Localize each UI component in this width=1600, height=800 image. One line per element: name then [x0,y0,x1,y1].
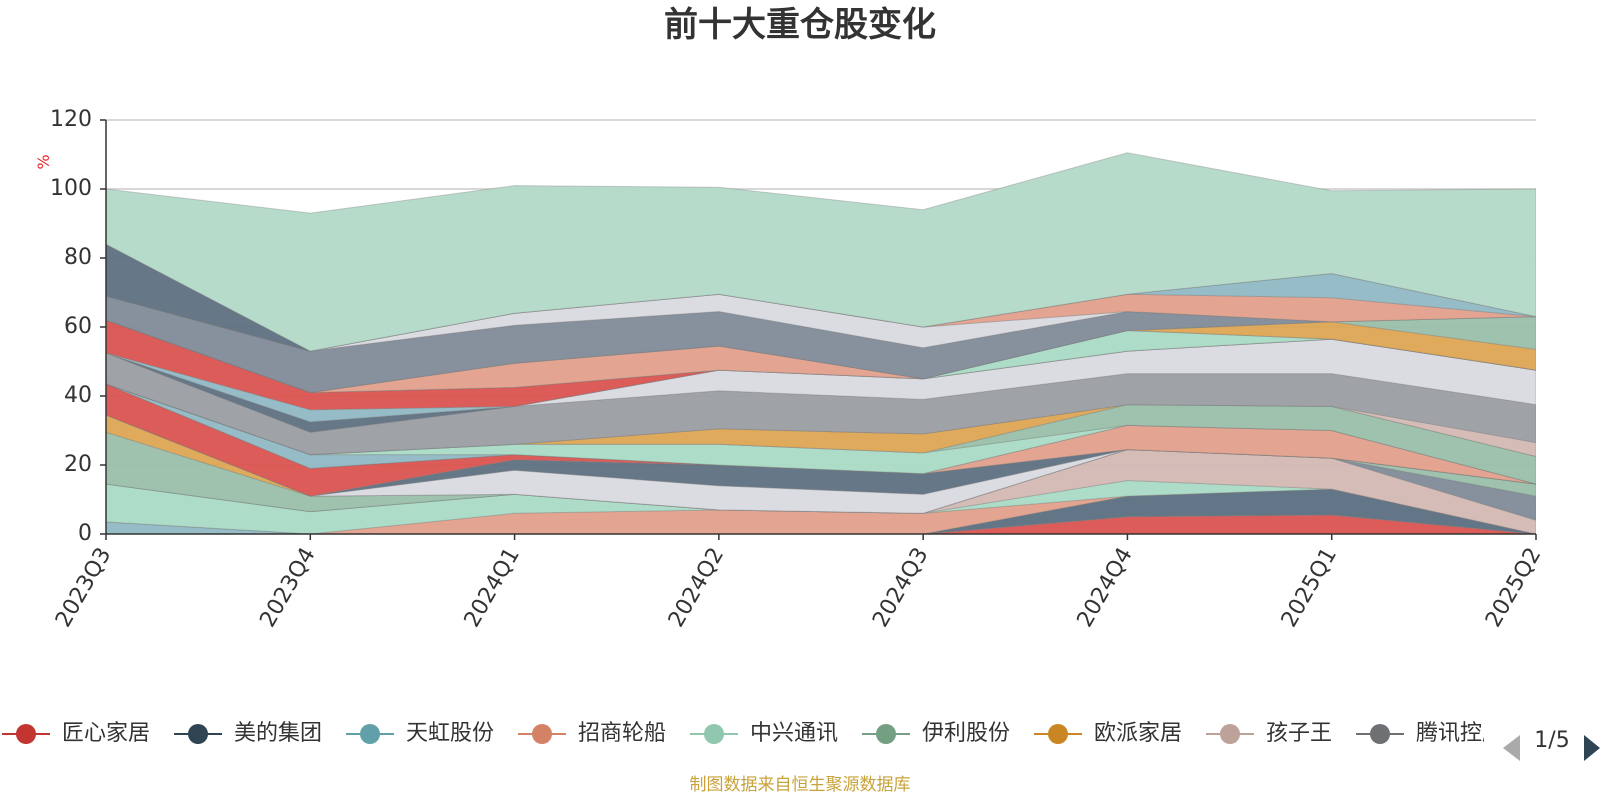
legend-item-label: 伊利股份 [922,721,1010,746]
legend-marker-icon [1370,724,1390,744]
area-series-1 [106,514,1536,534]
legend-marker-icon [704,724,724,744]
legend-marker-icon [1048,724,1068,744]
legend-item[interactable]: 天虹股份 [346,721,494,746]
area-series-8 [106,431,1536,514]
area-series-4 [106,488,1536,534]
area-series-2 [106,488,1536,534]
legend-item[interactable]: 孩子王 [1206,721,1332,746]
legend-item-label: 匠心家居 [62,721,150,746]
area-series-25 [106,319,1536,394]
x-tick-label: 2025Q2 [1481,544,1546,632]
legend-item-label: 招商轮船 [578,721,666,746]
area-series-33 [106,152,1536,352]
y-tick-label: 40 [64,383,92,408]
legend-marker-icon [876,724,896,744]
y-axis-ticks: 0 20 40 60 80 100 120 [50,107,106,546]
chart-title: 前十大重仓股变化 [664,5,936,45]
source-note: 制图数据来自恒生聚源数据库 [690,775,911,795]
y-tick-label: 0 [78,521,92,546]
y-tick-label: 100 [50,176,92,201]
area-series-24 [106,319,1536,394]
x-tick-label: 2023Q3 [51,544,116,632]
y-axis-unit-label: % [34,154,53,169]
legend-marker-icon [360,724,380,744]
x-tick-label: 2023Q4 [255,544,320,632]
area-series-14 [106,383,1536,485]
legend-item[interactable]: 招商轮船 [518,721,666,746]
legend-item[interactable]: 伊利股份 [862,721,1010,746]
area-series-7 [106,448,1536,521]
legend-item-label: 美的集团 [234,721,322,746]
legend-marker-icon [188,724,208,744]
area-series-6 [106,448,1536,534]
x-tick-label: 2024Q1 [460,544,525,632]
legend-item-label: 天虹股份 [406,721,494,746]
area-series-group [106,152,1536,534]
legend-item[interactable]: 中兴通讯 [690,721,838,746]
legend-item-label: 中兴通讯 [750,721,838,746]
y-tick-label: 80 [64,245,92,270]
x-tick-label: 2024Q4 [1073,544,1138,632]
legend-next-page-icon[interactable] [1584,735,1600,761]
y-tick-label: 120 [50,107,92,132]
x-tick-label: 2024Q2 [664,544,729,632]
area-series-19 [106,352,1536,456]
legend-item[interactable]: 匠心家居 [2,721,150,746]
legend: 匠心家居 美的集团 天虹股份 招商轮船 中兴通讯 伊利股份 欧派家居 孩子王 腾讯控股 [2,721,1504,746]
area-series-13 [106,383,1536,485]
legend-marker-icon [1220,724,1240,744]
legend-item-label: 孩子王 [1266,721,1332,746]
y-tick-label: 60 [64,314,92,339]
x-tick-label: 2024Q3 [868,544,933,632]
legend-page-indicator: 1/5 [1534,728,1569,753]
y-tick-label: 20 [64,452,92,477]
x-axis-ticks: 2023Q3 2023Q4 2024Q1 2024Q2 2024Q3 2024Q4 2025… [51,534,1546,632]
legend-item-label: 腾讯控股 [1416,721,1504,746]
legend-prev-page-icon[interactable] [1503,735,1520,761]
legend-pager: 1/5 [1503,728,1600,761]
legend-marker-icon [532,724,552,744]
legend-marker-icon [16,724,36,744]
area-series-17 [106,383,1536,457]
legend-item[interactable]: 欧派家居 [1034,721,1182,746]
legend-item-label: 欧派家居 [1094,721,1182,746]
legend-item[interactable]: 腾讯控股 [1356,721,1504,746]
x-tick-label: 2025Q1 [1277,544,1342,632]
legend-item[interactable]: 美的集团 [174,721,322,746]
